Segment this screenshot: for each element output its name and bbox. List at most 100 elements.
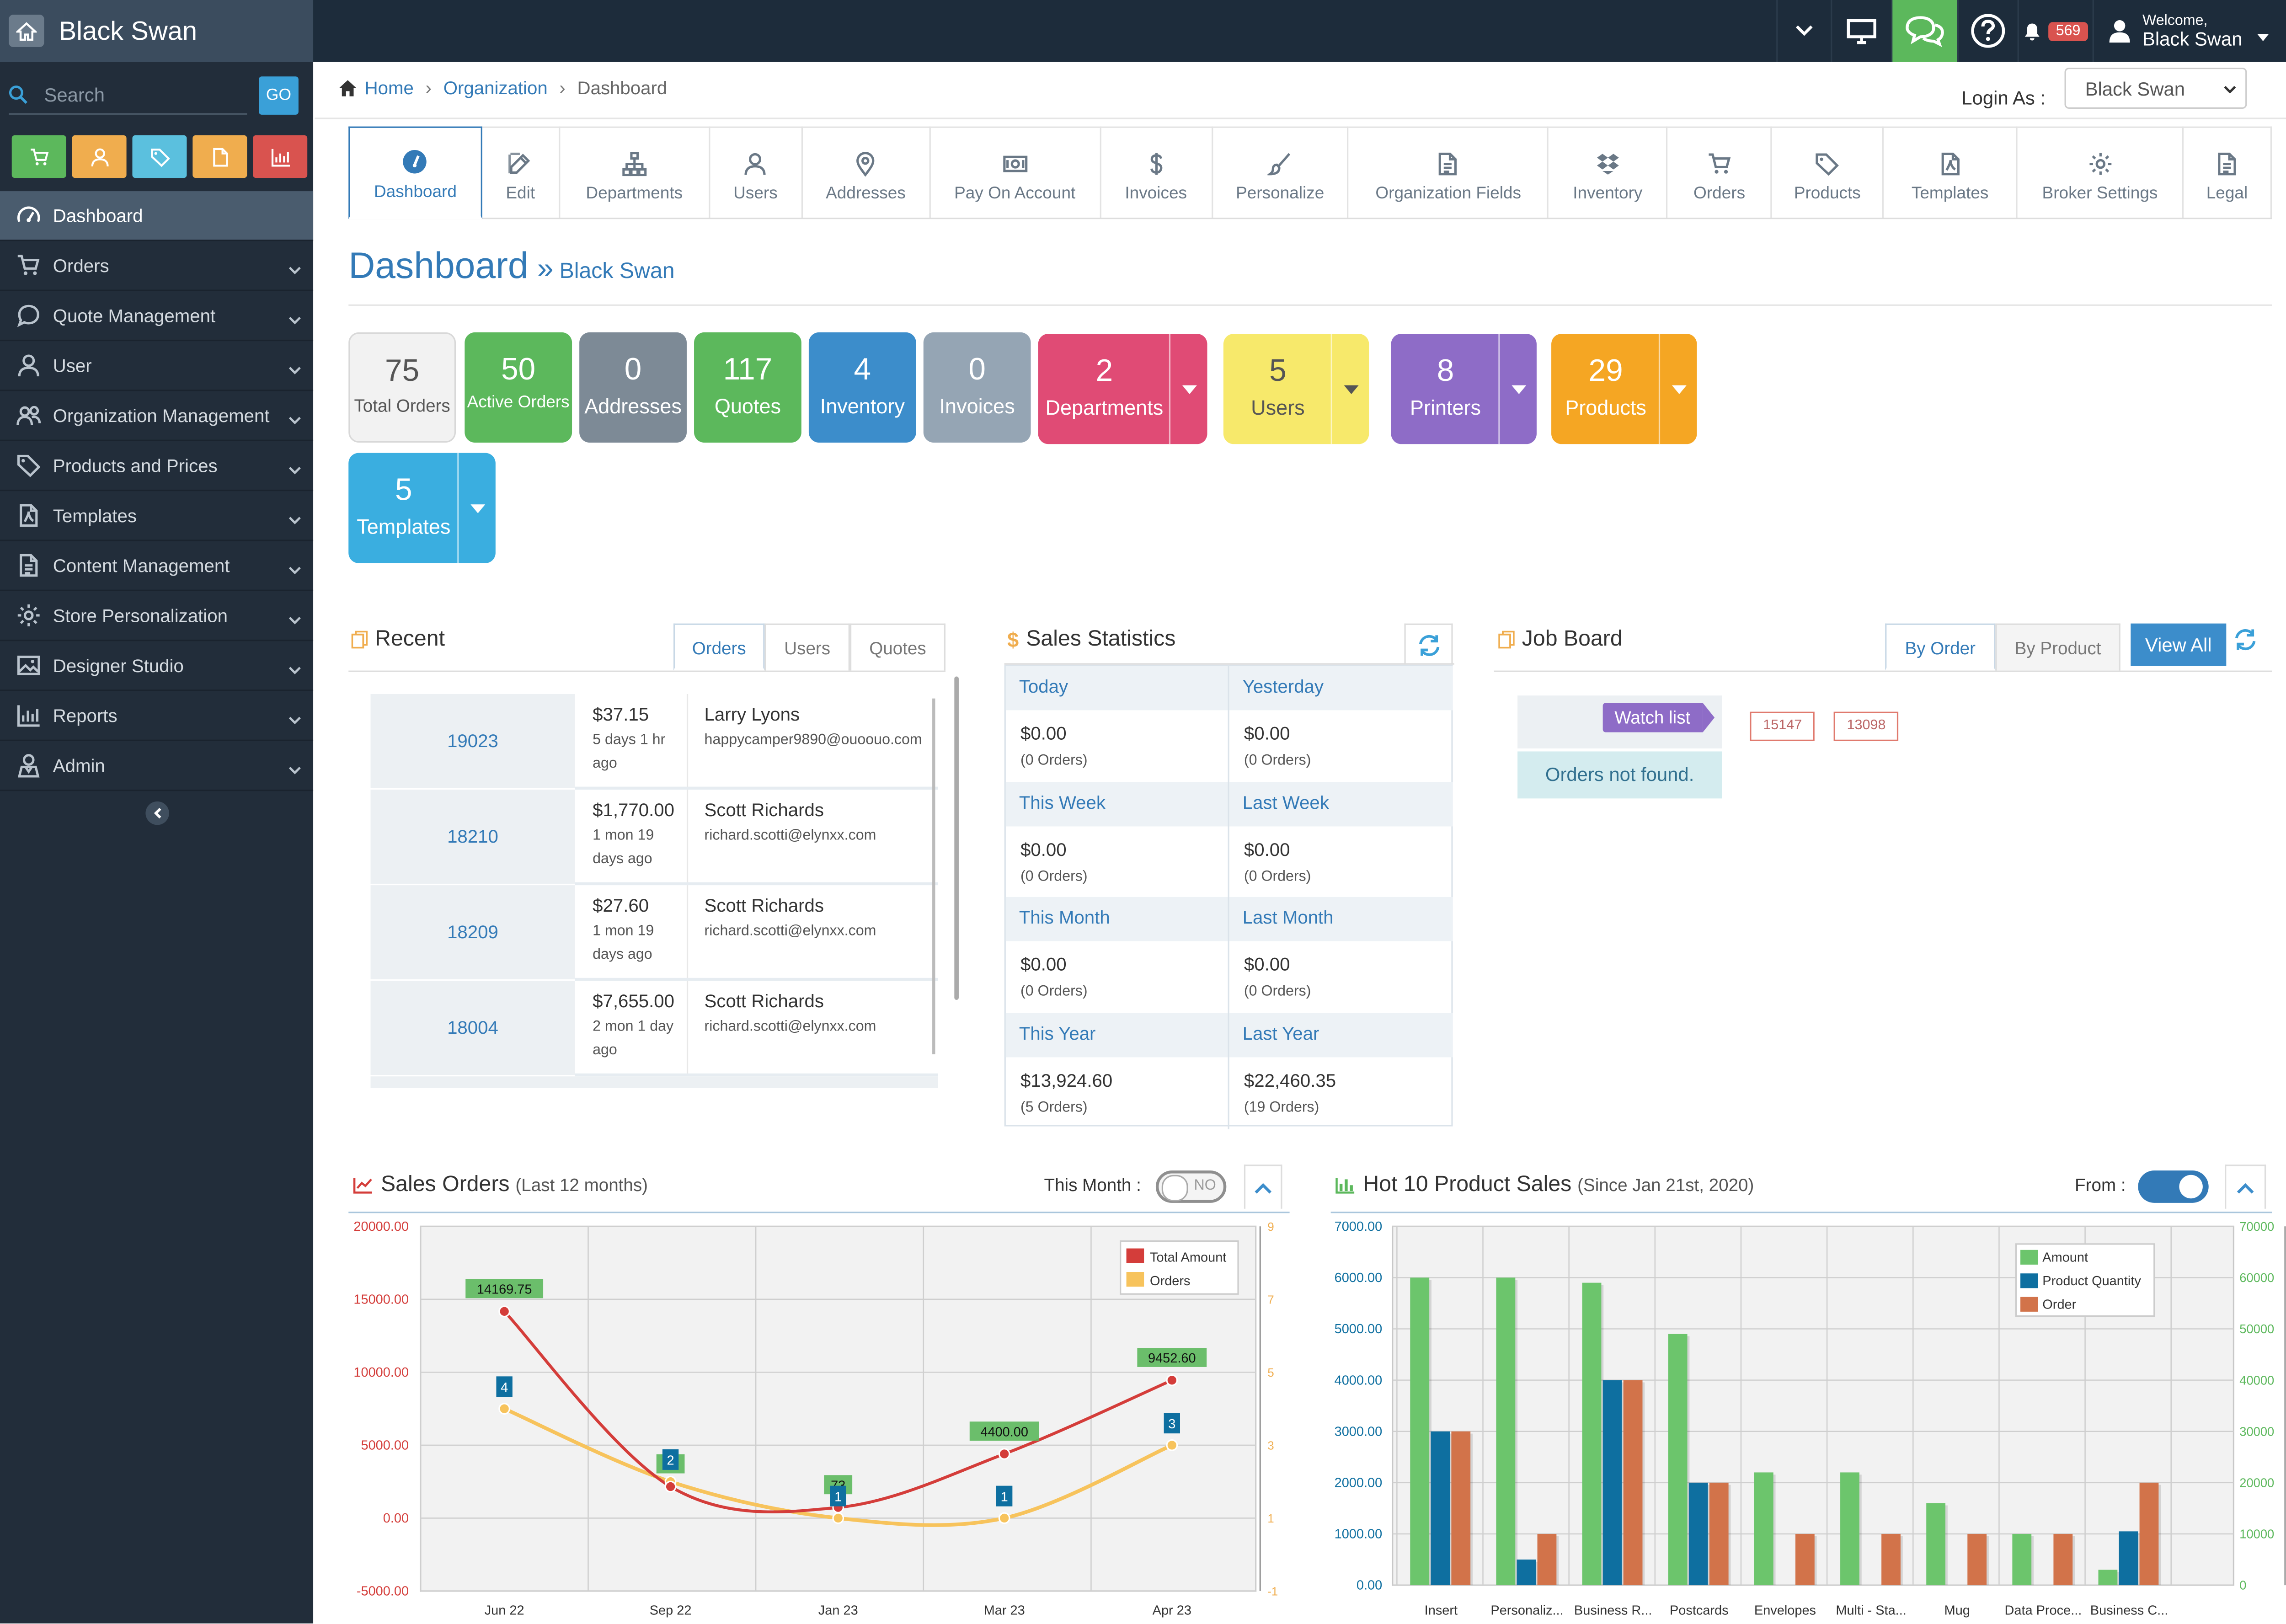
search-go-button[interactable]: GO: [259, 76, 299, 115]
tile-templates[interactable]: 5 Templates: [348, 453, 496, 563]
bar-order[interactable]: [2139, 1482, 2159, 1586]
bar-product-quantity[interactable]: [1602, 1380, 1622, 1586]
tab-organization-fields[interactable]: Organization Fields: [1349, 126, 1549, 218]
job-board-tab-by-order[interactable]: By Order: [1885, 623, 1996, 671]
tile-products[interactable]: 29 Products: [1551, 334, 1697, 444]
monitor-icon[interactable]: [1831, 0, 1891, 62]
bar-order[interactable]: [1709, 1482, 1729, 1586]
sidebar-item-orders[interactable]: Orders: [0, 241, 314, 291]
tab-users[interactable]: Users: [710, 126, 803, 218]
tab-templates[interactable]: Templates: [1884, 126, 2018, 218]
view-all-button[interactable]: View All: [2131, 623, 2227, 666]
bar-amount[interactable]: [1668, 1334, 1688, 1586]
data-point-orders[interactable]: [1166, 1439, 1178, 1451]
recent-inner-scrollbar[interactable]: [932, 698, 935, 1055]
bar-amount[interactable]: [1926, 1503, 1946, 1586]
bar-amount[interactable]: [2098, 1570, 2118, 1586]
bar-order[interactable]: [1537, 1533, 1557, 1586]
tab-edit[interactable]: Edit: [482, 126, 561, 218]
refresh-sales-button[interactable]: [1404, 623, 1453, 665]
chat-icon[interactable]: [1891, 0, 1957, 62]
list-item[interactable]: 18210 $1,770.00 1 mon 19 days ago Scott Ric…: [370, 790, 938, 886]
bar-amount[interactable]: [1410, 1277, 1430, 1586]
tile-users[interactable]: 5 Users: [1223, 334, 1369, 444]
quick-user-button[interactable]: [72, 135, 127, 178]
job-tag[interactable]: 15147: [1750, 711, 1816, 741]
data-point-orders[interactable]: [832, 1512, 844, 1524]
bar-product-quantity[interactable]: [1688, 1482, 1708, 1586]
bar-order[interactable]: [1967, 1533, 1987, 1586]
bar-order[interactable]: [1881, 1533, 1901, 1586]
search-input[interactable]: Search: [9, 76, 247, 115]
breadcrumb-home[interactable]: Home: [364, 78, 414, 99]
refresh-job-board-button[interactable]: [2232, 628, 2259, 659]
data-point-total-amount[interactable]: [498, 1305, 511, 1318]
this-month-toggle[interactable]: NO: [1155, 1170, 1227, 1203]
chevron-down-icon[interactable]: [1776, 0, 1831, 62]
tab-products[interactable]: Products: [1772, 126, 1884, 218]
data-point-total-amount[interactable]: [1166, 1374, 1178, 1386]
tile-dropdown-toggle[interactable]: [1498, 334, 1537, 444]
sidebar-item-quote-management[interactable]: Quote Management: [0, 291, 314, 342]
quick-tags-button[interactable]: [132, 135, 187, 178]
tile-departments[interactable]: 2 Departments: [1038, 334, 1207, 444]
sidebar-item-content-management[interactable]: Content Management: [0, 541, 314, 591]
job-tag[interactable]: 13098: [1833, 711, 1899, 741]
recent-tab-orders[interactable]: Orders: [673, 623, 765, 671]
tile-quotes[interactable]: 117 Quotes: [694, 332, 801, 443]
list-item[interactable]: 18004 $7,655.00 2 mon 1 day ago Scott Richa…: [370, 981, 938, 1077]
recent-tab-quotes[interactable]: Quotes: [849, 623, 946, 671]
tab-addresses[interactable]: Addresses: [802, 126, 930, 218]
notifications[interactable]: 569: [2017, 0, 2093, 62]
recent-scrollbar[interactable]: [954, 676, 959, 1000]
sidebar-item-reports[interactable]: Reports: [0, 691, 314, 741]
breadcrumb-organization[interactable]: Organization: [443, 78, 548, 99]
help-icon[interactable]: [1957, 0, 2018, 62]
quick-bar-chart-button[interactable]: [253, 135, 308, 178]
tab-invoices[interactable]: Invoices: [1100, 126, 1212, 218]
bar-amount[interactable]: [1840, 1472, 1859, 1586]
sidebar-item-designer-studio[interactable]: Designer Studio: [0, 641, 314, 691]
bar-product-quantity[interactable]: [1431, 1431, 1450, 1586]
order-id-link[interactable]: 18210: [370, 790, 575, 884]
watch-list-label[interactable]: Watch list: [1602, 703, 1714, 732]
tile-dropdown-toggle[interactable]: [457, 453, 496, 563]
sidebar-item-store-personalization[interactable]: Store Personalization: [0, 591, 314, 641]
tab-departments[interactable]: Departments: [560, 126, 710, 218]
collapse-sales-orders-button[interactable]: [1244, 1165, 1282, 1209]
sidebar-item-dashboard[interactable]: Dashboard: [0, 191, 314, 241]
tab-personalize[interactable]: Personalize: [1212, 126, 1349, 218]
tile-inventory[interactable]: 4 Inventory: [808, 332, 916, 443]
recent-tab-users[interactable]: Users: [764, 623, 850, 671]
bar-amount[interactable]: [1754, 1472, 1773, 1586]
sidebar-item-templates[interactable]: Templates: [0, 491, 314, 541]
quick-cart-button[interactable]: [11, 135, 66, 178]
data-point-orders[interactable]: [998, 1512, 1010, 1524]
sidebar-item-organization-management[interactable]: Organization Management: [0, 391, 314, 441]
data-point-orders[interactable]: [498, 1403, 511, 1415]
data-point-total-amount[interactable]: [664, 1480, 677, 1493]
tab-inventory[interactable]: Inventory: [1549, 126, 1668, 218]
collapse-sidebar-button[interactable]: [145, 801, 169, 825]
sidebar-item-products-and-prices[interactable]: Products and Prices: [0, 441, 314, 491]
tile-dropdown-toggle[interactable]: [1169, 334, 1207, 444]
tab-pay-on-account[interactable]: Pay On Account: [930, 126, 1101, 218]
collapse-hot-products-button[interactable]: [2225, 1165, 2266, 1209]
list-item[interactable]: 18209 $27.60 1 mon 19 days ago Scott Richar…: [370, 885, 938, 981]
bar-order[interactable]: [1451, 1431, 1471, 1586]
tile-total-orders[interactable]: 75 Total Orders: [348, 332, 456, 443]
home-icon[interactable]: [9, 15, 44, 47]
bar-order[interactable]: [1623, 1380, 1643, 1586]
bar-amount[interactable]: [1496, 1277, 1516, 1586]
tile-invoices[interactable]: 0 Invoices: [923, 332, 1031, 443]
tile-dropdown-toggle[interactable]: [1330, 334, 1369, 444]
user-menu[interactable]: Welcome, Black Swan: [2092, 0, 2286, 62]
tab-dashboard[interactable]: Dashboard: [348, 126, 482, 219]
from-toggle[interactable]: [2138, 1170, 2209, 1203]
bar-order[interactable]: [2053, 1533, 2073, 1586]
data-point-total-amount[interactable]: [998, 1448, 1010, 1460]
tile-addresses[interactable]: 0 Addresses: [579, 332, 687, 443]
bar-product-quantity[interactable]: [2119, 1531, 2138, 1586]
sidebar-item-admin[interactable]: Admin: [0, 741, 314, 791]
tab-broker-settings[interactable]: Broker Settings: [2018, 126, 2184, 218]
